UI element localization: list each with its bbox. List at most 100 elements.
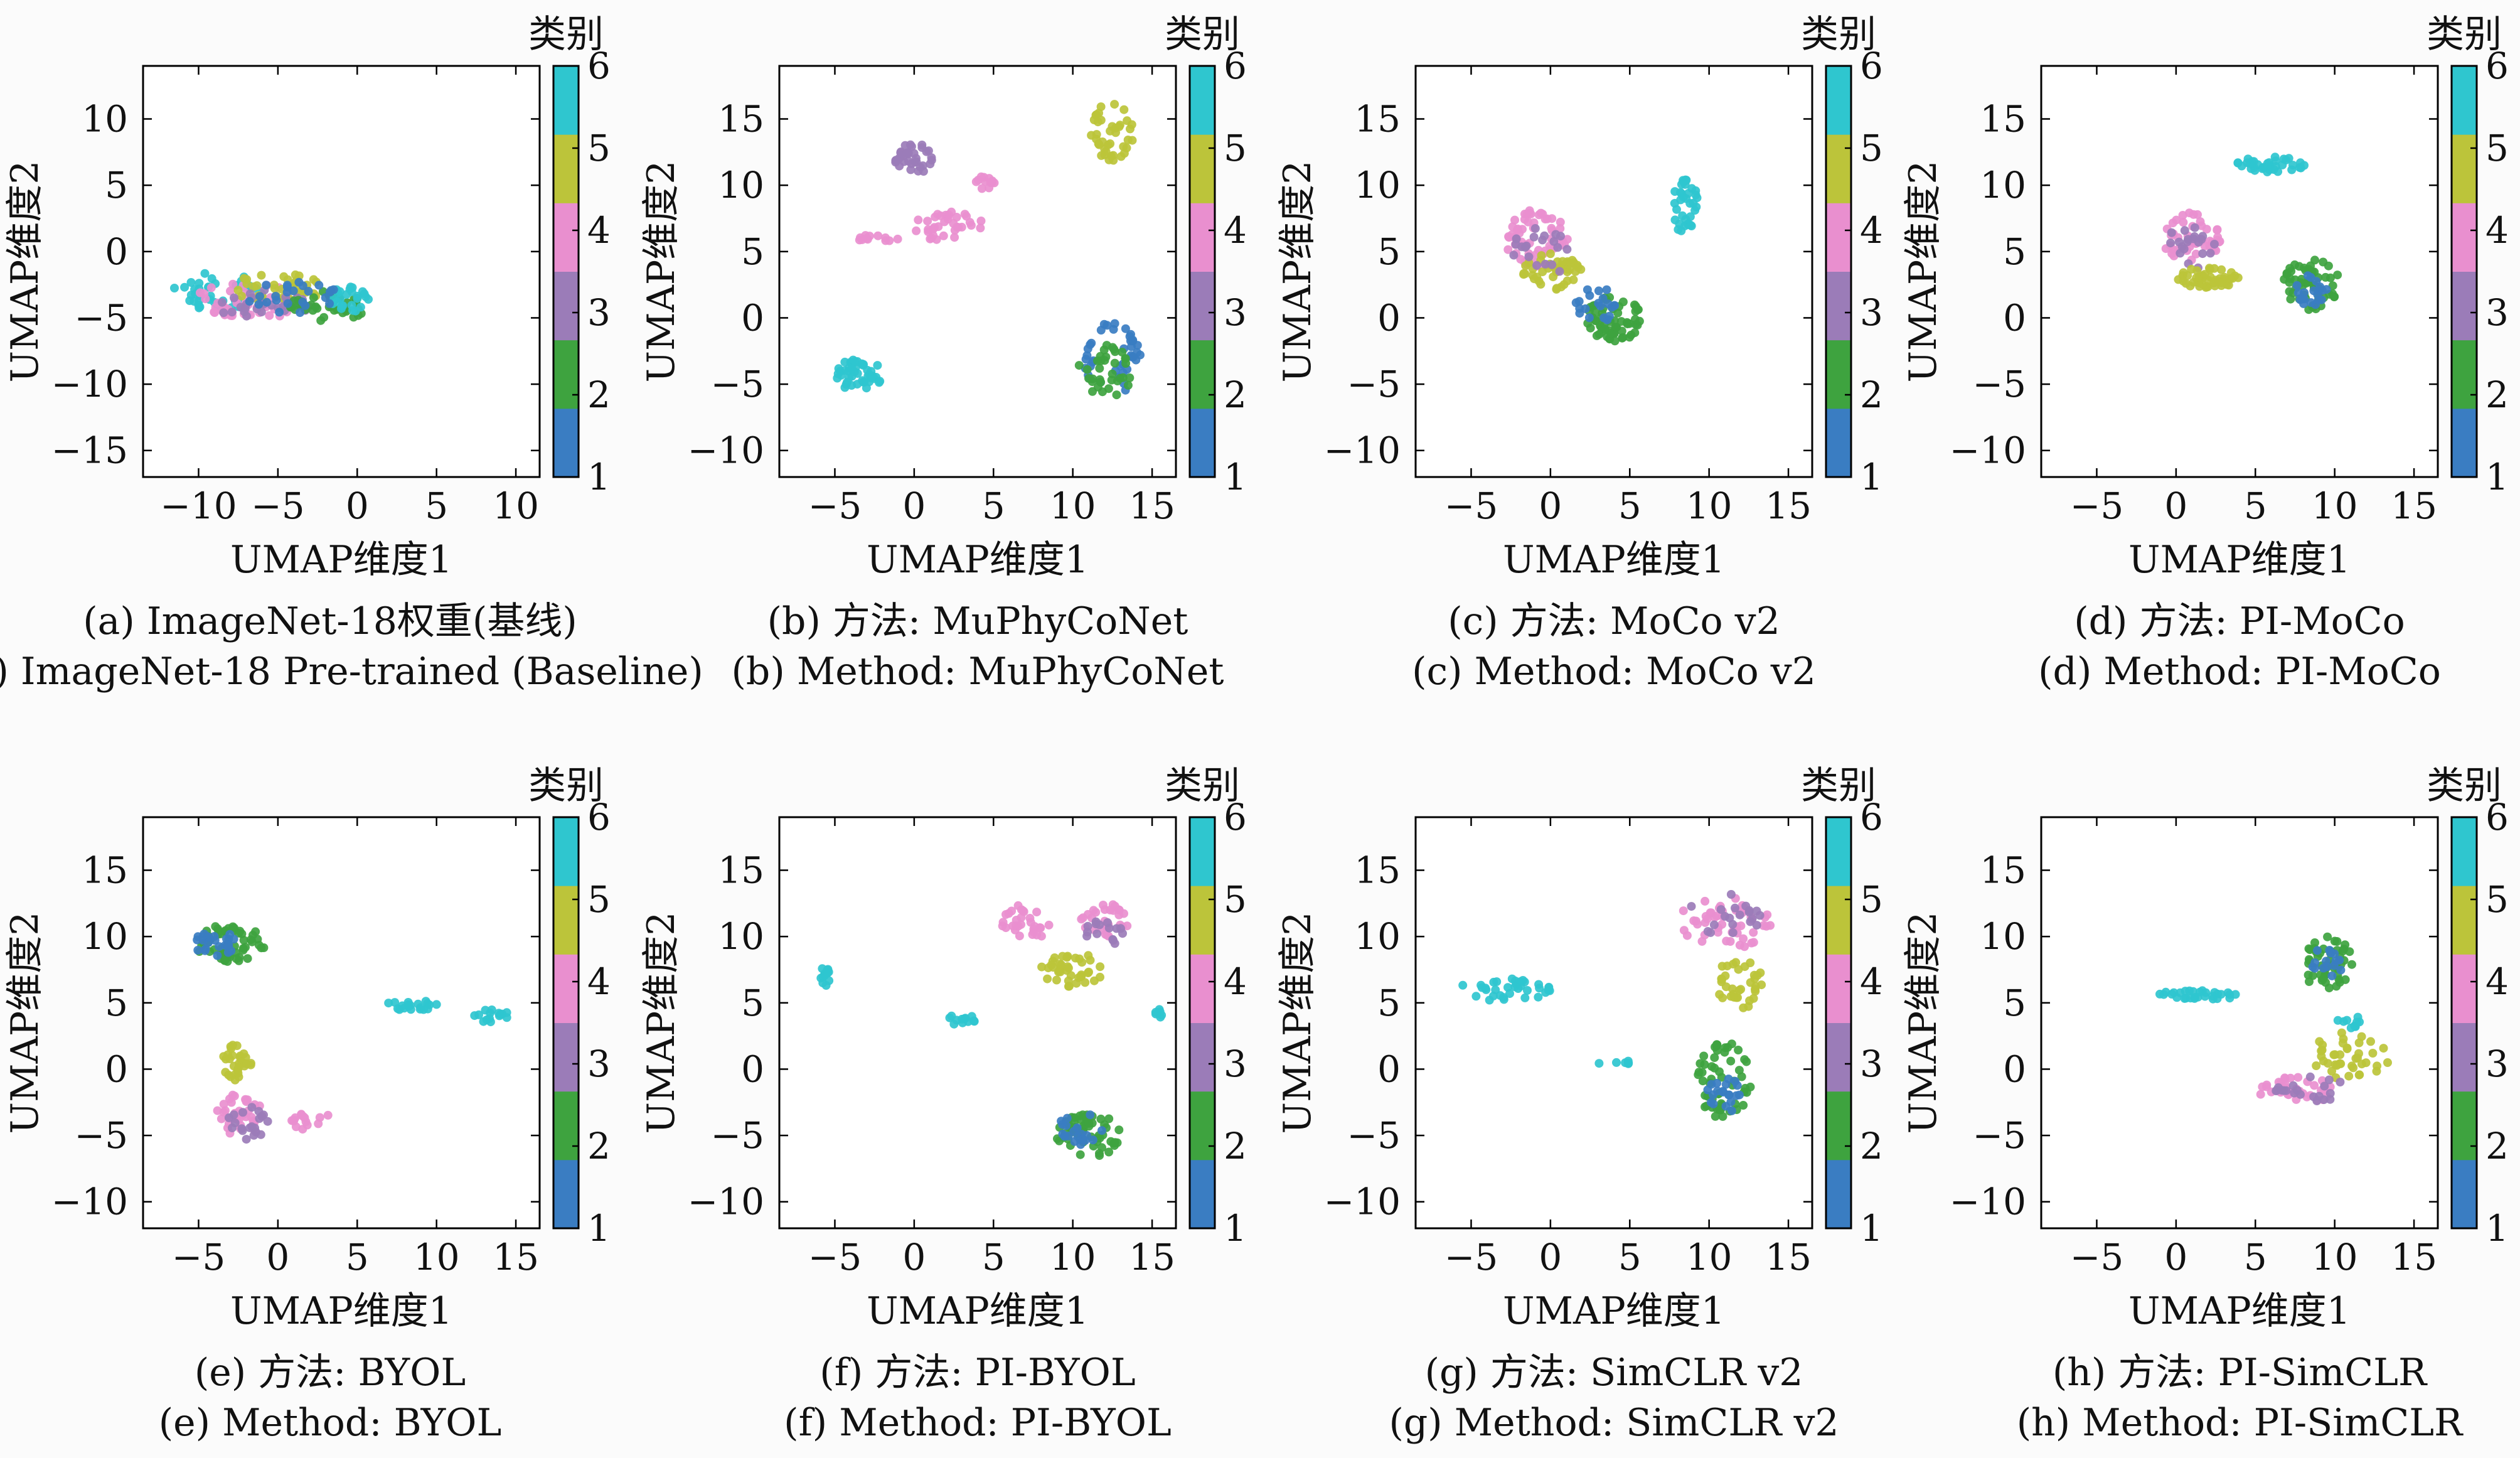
scatter-point-class-3 xyxy=(245,289,255,299)
scatter-point-class-4 xyxy=(976,217,986,225)
scatter-point-class-5 xyxy=(257,271,266,280)
colorbar-tick-label: 2 xyxy=(587,373,611,416)
scatter-point-class-5 xyxy=(1123,136,1133,144)
x-tick-label: 0 xyxy=(902,485,926,527)
scatter-point-class-5 xyxy=(2336,1059,2346,1068)
scatter-point-class-6 xyxy=(2270,153,2280,162)
caption-cn: (h) 方法: PI-SimCLR xyxy=(2053,1351,2428,1395)
scatter-point-class-5 xyxy=(1736,985,1746,994)
scatter-point-class-6 xyxy=(816,973,826,983)
x-tick-label: 15 xyxy=(2391,1236,2437,1278)
scatter-point-class-6 xyxy=(1523,986,1532,995)
scatter-point-class-6 xyxy=(840,366,850,375)
scatter-point-class-5 xyxy=(1092,130,1101,139)
scatter-point-class-4 xyxy=(210,308,219,317)
colorbar-segment-2 xyxy=(2452,340,2477,409)
scatter-point-class-2 xyxy=(243,954,252,963)
scatter-point-class-5 xyxy=(1562,276,1572,286)
scatter-point-class-6 xyxy=(2223,988,2233,997)
scatter-point-class-3 xyxy=(2305,1072,2315,1081)
y-tick-label: −10 xyxy=(51,1181,128,1223)
scatter-point-class-4 xyxy=(1726,937,1735,946)
x-tick-label: −5 xyxy=(1444,485,1498,527)
scatter-point-class-4 xyxy=(1556,217,1565,227)
colorbar-segment-6 xyxy=(2452,66,2477,135)
scatter-point-class-5 xyxy=(1106,139,1115,148)
scatter-point-class-4 xyxy=(1101,930,1110,939)
colorbar-frame xyxy=(2450,65,2478,478)
scatter-point-class-4 xyxy=(966,221,976,230)
scatter-point-class-4 xyxy=(1114,910,1124,919)
x-tick-label: 5 xyxy=(1618,1236,1642,1278)
scatter-point-class-3 xyxy=(1547,260,1557,269)
scatter-point-class-1 xyxy=(1703,1085,1712,1095)
caption-cn: (e) 方法: BYOL xyxy=(195,1351,466,1395)
panel-b: −5 0 5 10 15 −10 −5 0 5 10 15 UMAP维度1 UMAP维度2 1 2 3 4 5 6类… xyxy=(639,13,1247,694)
scatter-point-class-4 xyxy=(297,1110,306,1119)
colorbar-frame xyxy=(2450,816,2478,1230)
y-tick-label: −5 xyxy=(1347,363,1401,405)
scatter-point-class-4 xyxy=(1717,919,1727,929)
scatter-point-class-4 xyxy=(962,212,971,221)
colorbar-tick-label: 5 xyxy=(1860,878,1883,921)
scatter-point-class-1 xyxy=(1734,1090,1744,1100)
colorbar-segment-2 xyxy=(1190,340,1215,409)
scatter-point-class-2 xyxy=(1626,330,1636,340)
scatter-point-class-5 xyxy=(1532,272,1542,282)
y-tick-label: −10 xyxy=(51,363,128,405)
scatter-point-class-6 xyxy=(2167,990,2177,999)
scatter-point-class-6 xyxy=(186,278,196,287)
scatter-point-class-4 xyxy=(1513,224,1522,233)
scatter-point-class-3 xyxy=(1540,259,1550,269)
colorbar-tick-label: 2 xyxy=(1860,373,1883,416)
colorbar-segment-5 xyxy=(1190,134,1215,203)
scatter-point-class-2 xyxy=(1610,336,1620,346)
x-tick-label: −5 xyxy=(2070,485,2124,527)
scatter-point-class-2 xyxy=(2306,261,2315,271)
caption-en: (g) Method: SimCLR v2 xyxy=(1389,1401,1839,1445)
scatter-point-class-5 xyxy=(2361,1058,2371,1068)
scatter-point-class-2 xyxy=(1112,390,1121,400)
scatter-point-class-5 xyxy=(1043,974,1052,984)
caption-en: (h) Method: PI-SimCLR xyxy=(2017,1401,2464,1445)
scatter-point-class-1 xyxy=(1088,1135,1097,1145)
y-tick-label: −5 xyxy=(1347,1114,1401,1157)
y-tick-label: −10 xyxy=(688,429,764,472)
scatter-point-class-2 xyxy=(1711,1112,1720,1121)
scatter-point-class-4 xyxy=(1520,215,1529,224)
scatter-point-class-3 xyxy=(1112,924,1121,933)
colorbar-tick-label: 4 xyxy=(587,960,611,1003)
colorbar-segment-2 xyxy=(1826,1091,1851,1161)
scatter-point-class-5 xyxy=(1757,980,1766,990)
scatter-point-class-2 xyxy=(2328,281,2337,291)
scatter-point-class-1 xyxy=(1584,313,1594,323)
scatter-point-class-5 xyxy=(1740,962,1749,972)
scatter-point-class-4 xyxy=(1108,900,1118,909)
scatter-points xyxy=(816,900,1167,1161)
scatter-point-class-1 xyxy=(193,946,203,955)
y-axis-label: UMAP维度2 xyxy=(3,161,47,383)
scatter-point-class-6 xyxy=(423,1004,432,1014)
scatter-point-class-6 xyxy=(347,301,356,310)
scatter-point-class-5 xyxy=(1047,960,1056,970)
scatter-point-class-3 xyxy=(1735,910,1744,919)
scatter-point-class-4 xyxy=(2167,249,2177,259)
scatter-points xyxy=(833,100,1145,400)
scatter-point-class-1 xyxy=(1727,1106,1736,1115)
scatter-point-class-6 xyxy=(180,282,190,292)
scatter-point-class-6 xyxy=(432,1000,441,1009)
scatter-point-class-6 xyxy=(361,292,370,301)
colorbar-segment-1 xyxy=(553,1159,579,1229)
scatter-point-class-3 xyxy=(238,1126,247,1135)
scatter-point-class-6 xyxy=(2208,992,2218,1001)
x-tick-label: 0 xyxy=(266,1236,289,1278)
scatter-point-class-1 xyxy=(262,281,271,290)
scatter-point-class-1 xyxy=(203,938,213,947)
plot-area xyxy=(1414,65,1813,478)
y-tick-label: −5 xyxy=(711,1114,765,1157)
scatter-point-class-5 xyxy=(2383,1058,2392,1067)
scatter-point-class-1 xyxy=(262,297,272,307)
scatter-point-class-4 xyxy=(1739,934,1748,943)
x-tick-label: 10 xyxy=(414,1236,460,1278)
scatter-point-class-5 xyxy=(1717,975,1726,984)
